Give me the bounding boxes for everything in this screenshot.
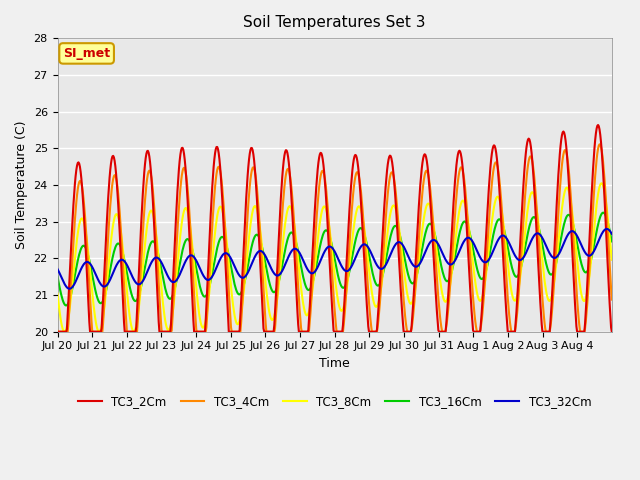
Title: Soil Temperatures Set 3: Soil Temperatures Set 3 — [243, 15, 426, 30]
TC3_4Cm — [392, 197, 400, 203]
TC3_4Cm — [221, 227, 229, 232]
TC3_8Cm — [608, 257, 616, 263]
TC3_4Cm — [424, 169, 431, 175]
TC3_8Cm — [95, 329, 102, 335]
TC3_8Cm — [249, 208, 257, 214]
TC3_4Cm — [54, 329, 62, 335]
TC3_16Cm — [120, 252, 127, 258]
TC3_16Cm — [599, 210, 607, 216]
TC3_8Cm — [598, 180, 605, 186]
TC3_32Cm — [608, 231, 616, 237]
TC3_2Cm — [594, 122, 602, 128]
Line: TC3_16Cm: TC3_16Cm — [58, 213, 612, 305]
TC3_16Cm — [424, 224, 431, 229]
Line: TC3_2Cm: TC3_2Cm — [58, 125, 612, 332]
TC3_16Cm — [62, 302, 70, 308]
Line: TC3_4Cm: TC3_4Cm — [58, 144, 612, 332]
TC3_2Cm — [54, 329, 61, 335]
TC3_4Cm — [270, 329, 278, 335]
TC3_32Cm — [392, 240, 400, 246]
TC3_32Cm — [54, 266, 61, 272]
Legend: TC3_2Cm, TC3_4Cm, TC3_8Cm, TC3_16Cm, TC3_32Cm: TC3_2Cm, TC3_4Cm, TC3_8Cm, TC3_16Cm, TC3… — [74, 390, 596, 413]
TC3_2Cm — [119, 290, 127, 296]
X-axis label: Time: Time — [319, 357, 350, 370]
TC3_2Cm — [392, 200, 399, 206]
TC3_8Cm — [392, 209, 400, 215]
TC3_4Cm — [596, 142, 604, 147]
TC3_32Cm — [270, 270, 278, 276]
TC3_8Cm — [120, 251, 127, 256]
TC3_8Cm — [424, 201, 431, 207]
Line: TC3_8Cm: TC3_8Cm — [58, 183, 612, 332]
TC3_16Cm — [608, 239, 616, 244]
TC3_2Cm — [269, 329, 276, 335]
TC3_32Cm — [249, 259, 257, 264]
TC3_32Cm — [221, 250, 229, 256]
TC3_16Cm — [270, 289, 278, 295]
TC3_8Cm — [270, 315, 278, 321]
TC3_16Cm — [392, 224, 400, 229]
TC3_2Cm — [248, 145, 256, 151]
TC3_2Cm — [608, 329, 616, 335]
TC3_32Cm — [603, 226, 611, 232]
TC3_2Cm — [423, 158, 431, 164]
Line: TC3_32Cm: TC3_32Cm — [58, 229, 612, 289]
Y-axis label: Soil Temperature (C): Soil Temperature (C) — [15, 120, 28, 249]
TC3_32Cm — [66, 286, 74, 292]
TC3_4Cm — [54, 328, 61, 334]
TC3_32Cm — [120, 257, 127, 263]
TC3_2Cm — [221, 240, 228, 246]
TC3_4Cm — [120, 269, 127, 275]
TC3_4Cm — [608, 297, 616, 302]
TC3_8Cm — [54, 291, 61, 297]
TC3_32Cm — [424, 244, 431, 250]
TC3_8Cm — [221, 225, 229, 231]
TC3_4Cm — [249, 165, 257, 171]
TC3_16Cm — [54, 274, 61, 279]
TC3_16Cm — [221, 238, 229, 244]
Text: SI_met: SI_met — [63, 47, 110, 60]
TC3_16Cm — [249, 240, 257, 245]
